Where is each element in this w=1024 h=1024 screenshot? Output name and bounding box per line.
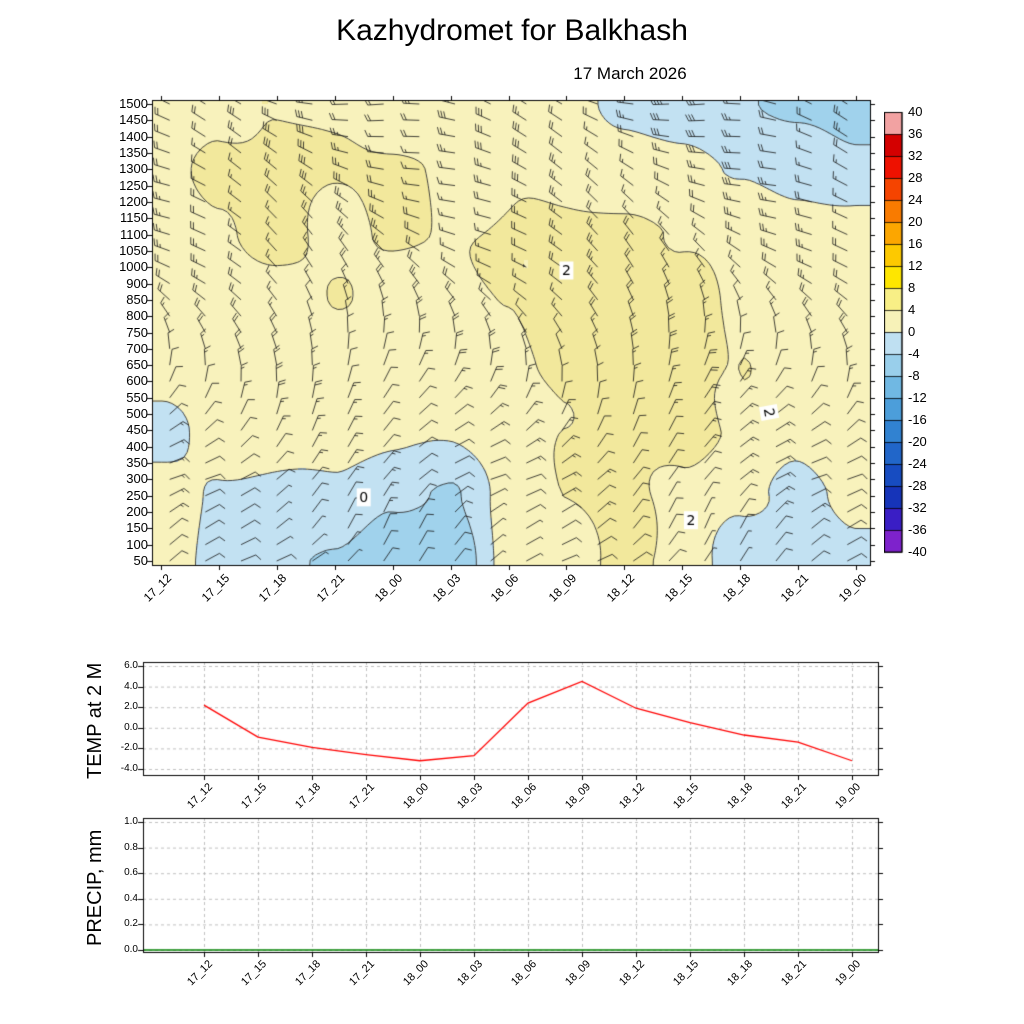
main-y-tick-label: 1250: [119, 177, 148, 193]
main-y-tick-label: 850: [126, 291, 148, 307]
temp-x-tick-label: 18_18: [725, 781, 756, 812]
temp-x-tick-label: 17_21: [347, 781, 378, 812]
precip-x-tick-label: 18_12: [617, 958, 648, 989]
main-y-tick-label: 250: [126, 487, 148, 503]
precip-x-tick-label: 18_06: [509, 958, 540, 989]
precip-x-tick-label: 19_00: [833, 958, 864, 989]
main-y-tick-label: 300: [126, 471, 148, 487]
precip-y-tick-label: 0.8: [124, 841, 138, 853]
temp-x-tick-label: 17_12: [185, 781, 216, 812]
precip-x-tick-label: 18_18: [725, 958, 756, 989]
temp-y-tick-label: 6.0: [124, 660, 138, 671]
temp-y-tick-label: -4.0: [120, 763, 138, 774]
colorbar-tick-label: -24: [908, 456, 927, 471]
precip-x-tick-label: 18_00: [401, 958, 432, 989]
colorbar-tick-label: 32: [908, 148, 923, 163]
precip-x-tick-label: 17_12: [185, 958, 216, 989]
chart-date: 17 March 2026: [573, 64, 687, 83]
colorbar-tick-label: 20: [908, 214, 923, 229]
temp-x-tick-label: 17_18: [293, 781, 324, 812]
main-y-tick-label: 1400: [119, 128, 148, 144]
colorbar-tick-label: -12: [908, 390, 927, 405]
cross-section-chart-canvas: [144, 94, 884, 577]
main-y-tick-label: 1000: [119, 259, 148, 275]
temp-x-tick-label: 18_21: [779, 781, 810, 812]
main-y-tick-label: 800: [126, 308, 148, 324]
main-y-tick-label: 750: [126, 324, 148, 340]
colorbar-tick-label: 8: [908, 280, 916, 295]
temp-y-tick-label: 0.0: [124, 721, 138, 733]
colorbar-tick-label: -4: [908, 346, 920, 361]
main-y-tick-label: 1300: [119, 161, 148, 177]
colorbar-tick-label: -36: [908, 522, 927, 537]
temp-x-tick-label: 18_12: [617, 781, 648, 812]
main-y-tick-label: 1450: [119, 112, 148, 128]
temp-x-tick-label: 18_00: [401, 781, 432, 812]
main-y-tick-label: 350: [126, 455, 148, 471]
temp-x-tick-label: 17_15: [239, 781, 270, 812]
colorbar-tick-label: -32: [908, 500, 927, 515]
temp-y-tick-label: 4.0: [124, 680, 138, 692]
precip-axis-title: PRECIP, mm: [84, 829, 106, 946]
temp-axis-title: TEMP at 2 M: [84, 662, 106, 779]
precip-y-tick-label: 0.6: [124, 867, 138, 879]
precip-x-tick-label: 18_21: [779, 958, 810, 989]
main-y-tick-label: 600: [126, 373, 148, 389]
main-y-tick-label: 550: [126, 389, 148, 405]
main-y-tick-label: 1500: [119, 96, 148, 111]
colorbar-tick-label: 28: [908, 170, 923, 185]
precip-y-tick-label: 0.0: [124, 944, 138, 955]
temp-x-tick-label: 18_15: [671, 781, 702, 812]
colorbar-tick-label: -28: [908, 478, 927, 493]
main-y-tick-label: 100: [126, 536, 148, 552]
colorbar-tick-label: 24: [908, 192, 923, 207]
main-y-tick-label: 200: [126, 504, 148, 520]
temp-x-tick-label: 18_03: [455, 781, 486, 812]
temp-x-tick-label: 18_09: [563, 781, 594, 812]
temp-2m-chart-canvas: [136, 655, 885, 782]
colorbar-tick-label: 36: [908, 126, 923, 141]
temp-y-tick-label: 2.0: [124, 701, 138, 713]
temperature-colorbar: [884, 110, 906, 556]
colorbar-tick-label: 12: [908, 258, 923, 273]
precip-chart-canvas: [136, 811, 885, 962]
main-y-tick-label: 1100: [120, 226, 148, 242]
colorbar-tick-label: -40: [908, 544, 927, 559]
page-title: Kazhydromet for Balkhash: [336, 14, 688, 47]
colorbar-tick-label: 40: [908, 104, 923, 119]
precip-y-tick-label: 0.2: [124, 918, 138, 930]
colorbar-tick-label: -8: [908, 368, 920, 383]
precip-x-tick-label: 18_03: [455, 958, 486, 989]
colorbar-tick-label: 16: [908, 236, 923, 251]
precip-y-tick-label: 0.4: [124, 892, 138, 904]
main-y-tick-label: 1200: [119, 193, 148, 209]
main-y-tick-label: 1150: [120, 210, 148, 226]
main-y-tick-label: 500: [126, 406, 148, 422]
temp-x-tick-label: 19_00: [833, 781, 864, 812]
colorbar-tick-label: -16: [908, 412, 927, 427]
main-y-tick-label: 1050: [119, 242, 148, 258]
main-y-tick-label: 400: [126, 438, 148, 454]
precip-x-tick-label: 17_18: [293, 958, 324, 989]
colorbar-tick-label: -20: [908, 434, 927, 449]
main-y-tick-label: 700: [126, 340, 148, 356]
precip-x-tick-label: 17_21: [347, 958, 378, 989]
precip-x-tick-label: 18_15: [671, 958, 702, 989]
precip-x-tick-label: 18_09: [563, 958, 594, 989]
main-y-tick-label: 1350: [119, 144, 148, 160]
temp-x-tick-label: 18_06: [509, 781, 540, 812]
main-y-tick-label: 450: [126, 422, 148, 438]
precip-y-tick-label: 1.0: [124, 816, 138, 827]
precip-x-tick-label: 17_15: [239, 958, 270, 989]
main-y-tick-label: 900: [126, 275, 148, 291]
temp-y-tick-label: -2.0: [120, 742, 138, 754]
main-y-tick-label: 50: [133, 553, 148, 568]
main-y-tick-label: 150: [126, 520, 148, 536]
colorbar-tick-label: 4: [908, 302, 916, 317]
colorbar-tick-label: 0: [908, 324, 916, 339]
main-y-tick-label: 650: [126, 357, 148, 373]
